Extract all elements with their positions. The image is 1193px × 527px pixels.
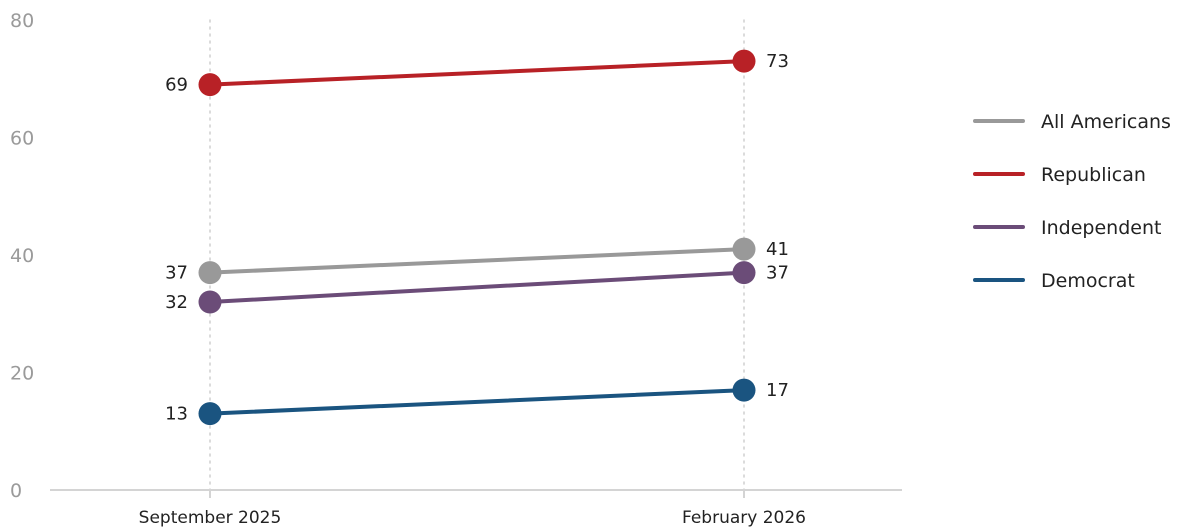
legend: All Americans Republican Independent Democr… [973, 111, 1171, 292]
data-point-republican [732, 49, 756, 73]
legend-label-all-americans: All Americans [1041, 111, 1171, 133]
y-tick-label: 60 [10, 128, 34, 150]
data-label-all-americans: 41 [766, 239, 789, 260]
x-tick-label: September 2025 [139, 508, 282, 527]
data-label-republican: 69 [165, 75, 188, 96]
data-label-independent: 32 [165, 292, 188, 313]
y-tick-label: 20 [10, 363, 34, 385]
x-axis: September 2025 February 2026 [50, 489, 902, 527]
legend-label-republican: Republican [1041, 164, 1146, 186]
legend-label-democrat: Democrat [1041, 270, 1135, 292]
grid [209, 19, 745, 491]
series-group: 37 41 69 73 32 37 13 17 [165, 49, 789, 426]
data-point-independent [732, 261, 756, 285]
y-tick-label: 80 [10, 10, 34, 32]
series-line-republican [208, 59, 746, 87]
data-point-all-americans [732, 237, 756, 261]
series-line-independent [208, 270, 746, 304]
data-point-democrat [198, 402, 222, 426]
data-label-democrat: 17 [766, 380, 789, 401]
data-label-all-americans: 37 [165, 263, 188, 284]
legend-label-independent: Independent [1041, 217, 1161, 239]
y-tick-label: 0 [10, 480, 22, 502]
data-point-all-americans [198, 261, 222, 285]
data-label-republican: 73 [766, 51, 789, 72]
data-label-independent: 37 [766, 263, 789, 284]
series-line-democrat [208, 388, 746, 416]
x-tick-label: February 2026 [682, 508, 806, 527]
data-label-democrat: 13 [165, 404, 188, 425]
series-line-all-americans [208, 247, 746, 275]
data-point-independent [198, 290, 222, 314]
y-axis: 0 20 40 60 80 [10, 10, 34, 502]
data-point-democrat [732, 378, 756, 402]
data-point-republican [198, 73, 222, 97]
y-tick-label: 40 [10, 245, 34, 267]
